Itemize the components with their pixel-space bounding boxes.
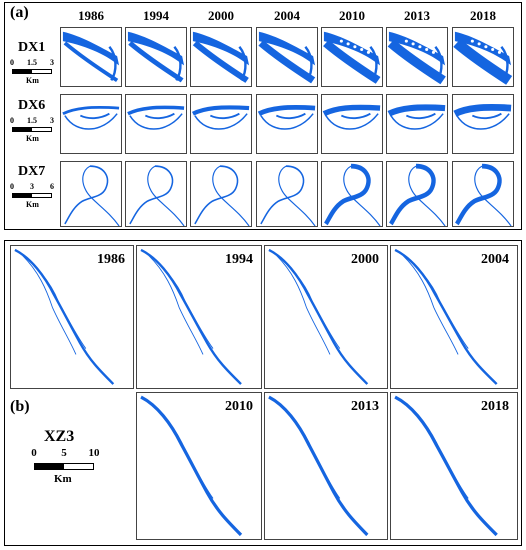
map-dx7-2013 [386,161,448,227]
map-xz3-2018: 2018 [390,392,518,540]
map-dx7-2000 [190,161,252,227]
map-dx7-2010 [321,161,383,227]
scale-tick: 3 [50,116,54,125]
map-year-label: 1994 [225,252,253,267]
scale-tick: 1.5 [27,58,37,67]
map-dx1-2004 [256,27,318,87]
scale-tick: 0 [31,447,37,459]
scale-tick: 10 [88,447,100,459]
panel-b-label: (b) [10,398,30,415]
map-xz3-2004: 2004 [390,245,518,389]
map-year-label: 2013 [351,399,379,414]
map-dx1-2013 [386,27,448,87]
map-year-label: 2018 [481,399,509,414]
map-dx6-2004 [256,94,318,154]
year-header-2018: 2018 [470,8,496,23]
scale-tick: 0 [10,182,14,191]
map-dx7-1994 [125,161,187,227]
map-dx1-1994 [125,27,187,87]
map-year-label: 1986 [97,252,125,267]
map-dx1-2010 [321,27,383,87]
map-dx6-2010 [321,94,383,154]
scale-tick: 0 [10,58,14,67]
year-header-2010: 2010 [339,8,365,23]
scale-unit: Km [26,200,39,209]
site-label-dx7: DX7 [18,164,46,179]
map-dx6-1986 [60,94,122,154]
map-dx7-1986 [60,161,122,227]
year-header-1994: 1994 [143,8,169,23]
map-dx7-2018 [452,161,514,227]
map-dx6-2000 [190,94,252,154]
map-dx7-2004 [256,161,318,227]
scale-tick: 5 [61,447,67,459]
scale-tick: 0 [10,116,14,125]
map-dx1-2000 [190,27,252,87]
year-header-1986: 1986 [78,8,104,23]
map-dx1-1986 [60,27,122,87]
map-dx6-2013 [386,94,448,154]
year-header-2000: 2000 [208,8,234,23]
scale-bar-dx6: 0 1.5 3 Km [10,116,54,144]
scale-bar-xz3: 0 5 10 Km [31,447,99,485]
panel-a-frame [4,2,522,230]
map-year-label: 2004 [481,252,509,267]
scale-tick: 6 [50,182,54,191]
scale-unit: Km [54,473,72,485]
map-dx1-2018 [452,27,514,87]
map-dx6-1994 [125,94,187,154]
scale-tick: 3 [50,58,54,67]
panel-b-frame [4,240,522,546]
map-dx6-2018 [452,94,514,154]
site-label-dx1: DX1 [18,40,46,55]
map-xz3-2010: 2010 [136,392,262,540]
scale-tick: 1.5 [27,116,37,125]
map-year-label: 2010 [225,399,253,414]
year-header-2013: 2013 [404,8,430,23]
site-label-xz3: XZ3 [44,428,75,445]
map-xz3-2013: 2013 [264,392,388,540]
scale-unit: Km [26,76,39,85]
year-header-2004: 2004 [274,8,300,23]
map-xz3-1986: 1986 [10,245,134,389]
scale-unit: Km [26,134,39,143]
scale-tick: 3 [30,182,34,191]
map-year-label: 2000 [351,252,379,267]
map-xz3-1994: 1994 [136,245,262,389]
scale-bar-dx1: 0 1.5 3 Km [10,58,54,86]
site-label-dx6: DX6 [18,98,46,113]
panel-a-label: (a) [10,4,29,21]
map-xz3-2000: 2000 [264,245,388,389]
scale-bar-dx7: 0 3 6 Km [10,182,54,210]
